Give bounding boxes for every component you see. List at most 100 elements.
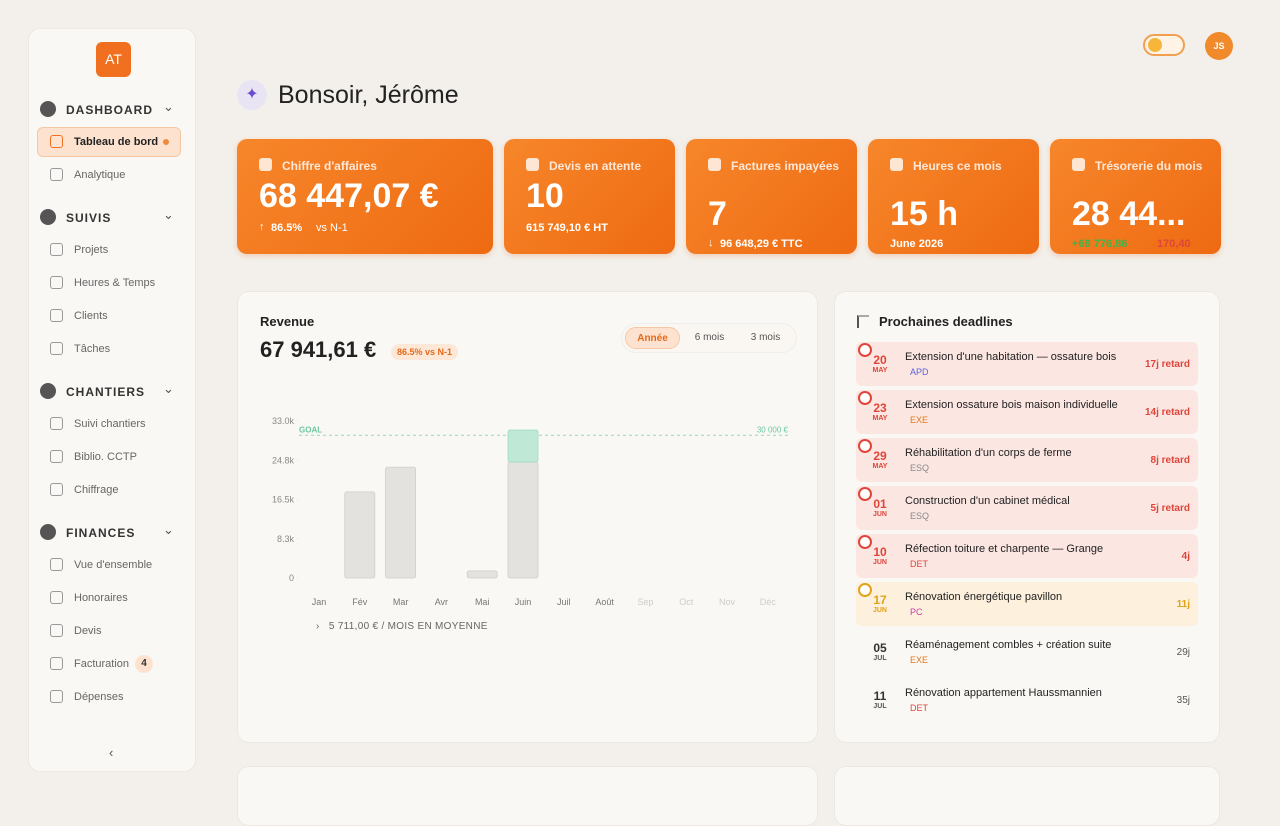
kpi-value: 68 447,07 € xyxy=(259,177,439,215)
section-icon xyxy=(40,524,56,540)
nav-icon xyxy=(50,558,63,571)
section-title[interactable]: CHANTIERS xyxy=(66,385,146,399)
revenue-title: Revenue xyxy=(260,314,315,329)
nav-item[interactable]: Suivi chantiers xyxy=(74,418,146,430)
nav-item[interactable]: Facturation xyxy=(74,658,130,670)
section-title[interactable]: FINANCES xyxy=(66,526,136,540)
section-icon xyxy=(40,209,56,225)
deadline-day: 05 xyxy=(873,641,887,655)
y-tick-label: 0 xyxy=(289,573,294,583)
collapse[interactable]: ‹ xyxy=(109,745,114,760)
deadline-day: 11 xyxy=(873,689,887,703)
nav-icon xyxy=(50,276,63,289)
deadline-delay: 14j retard xyxy=(1144,407,1190,418)
revenue-footer: › 5 711,00 € / MOIS EN MOYENNE xyxy=(316,621,488,632)
kpi-icon xyxy=(708,158,721,171)
nav-icon xyxy=(50,690,63,703)
kpi-icon xyxy=(259,158,272,171)
nav-icon xyxy=(50,342,63,355)
kpi-arrow: ↑ xyxy=(259,221,265,233)
nav-item[interactable]: Clients xyxy=(74,310,108,322)
nav-icon xyxy=(50,624,63,637)
nav-icon xyxy=(50,168,63,181)
deadline-title: Extension d'une habitation — ossature bo… xyxy=(905,351,1117,363)
nav-item[interactable]: Tableau de bord xyxy=(74,136,159,148)
deadline-tag: ESQ xyxy=(910,511,930,521)
theme-toggle[interactable] xyxy=(1143,34,1185,56)
section-toggle[interactable]: ⌄ xyxy=(163,99,174,114)
nav-icon xyxy=(50,657,63,670)
deadline-day: 29 xyxy=(873,449,887,463)
period-tab[interactable]: 3 mois xyxy=(750,332,781,343)
revenue-chart: 0 8.3k 16.5k 24.8k 33.0k GOAL 30 000 € Jan Fév Ma… xyxy=(272,416,790,607)
deadline-tag: PC xyxy=(910,607,923,617)
deadline-title: Réfection toiture et charpente — Grange xyxy=(905,543,1104,555)
period-tab[interactable]: Année xyxy=(625,327,680,349)
nav-item[interactable]: Devis xyxy=(74,625,102,637)
nav-icon xyxy=(50,135,63,148)
avatar[interactable]: JS xyxy=(1205,32,1233,60)
section-icon xyxy=(40,101,56,117)
kpi-sub: +68 776,86 xyxy=(1072,238,1128,250)
greeting-icon: ✦ xyxy=(237,80,267,110)
section-toggle[interactable]: ⌄ xyxy=(163,522,174,537)
period-tab[interactable]: 6 mois xyxy=(694,332,725,343)
y-tick-label: 16.5k xyxy=(272,495,295,505)
deadline-row[interactable]: 05 JUL Réaménagement combles + création su… xyxy=(856,630,1198,674)
nav-active[interactable] xyxy=(37,127,181,157)
bar xyxy=(507,429,539,463)
next-card xyxy=(237,766,818,826)
deadline-row[interactable]: 29 MAY Réhabilitation d'un corps de ferme E… xyxy=(856,438,1198,482)
kpi-title: Trésorerie du mois xyxy=(1095,159,1203,173)
nav-item[interactable]: Heures & Temps xyxy=(74,277,156,289)
alert-icon xyxy=(858,343,872,357)
deadline-delay: 35j xyxy=(1176,695,1190,706)
section-title[interactable]: SUIVIS xyxy=(66,211,112,225)
nav-item[interactable]: Dépenses xyxy=(74,691,124,703)
goal-label: GOAL xyxy=(299,425,322,434)
x-tick-label: Avr xyxy=(435,597,448,607)
nav-icon xyxy=(50,309,63,322)
logo: AT xyxy=(96,42,131,77)
greeting: Bonsoir, Jérôme xyxy=(278,81,459,109)
next-card xyxy=(834,766,1220,826)
nav-item[interactable]: Honoraires xyxy=(74,592,128,604)
deadline-day: 17 xyxy=(873,593,887,607)
nav-icon xyxy=(50,483,63,496)
nav-item[interactable]: Projets xyxy=(74,244,109,256)
deadline-month: JUL xyxy=(873,703,887,710)
nav-item[interactable]: Biblio. CCTP xyxy=(74,451,137,463)
nav-item[interactable]: Analytique xyxy=(74,169,126,181)
deadline-row[interactable]: 10 JUN Réfection toiture et charpente — Gr… xyxy=(856,534,1198,578)
x-tick-label: Nov xyxy=(719,597,736,607)
deadline-tag: EXE xyxy=(910,655,929,665)
nav-icon xyxy=(50,591,63,604)
x-tick-label: Déc xyxy=(760,597,777,607)
nav-item[interactable]: Tâches xyxy=(74,343,111,355)
deadline-day: 23 xyxy=(873,401,887,415)
section-toggle[interactable]: ⌄ xyxy=(163,381,174,396)
x-tick-label: Fév xyxy=(352,597,368,607)
kpi-sub: 615 749,10 € HT xyxy=(526,222,608,234)
deadlines-icon xyxy=(857,315,869,328)
section-title[interactable]: DASHBOARD xyxy=(66,103,153,117)
goal-value: 30 000 € xyxy=(757,425,789,434)
deadline-title: Rénovation appartement Haussmannien xyxy=(905,687,1102,699)
alert-icon xyxy=(858,391,872,405)
deadline-row[interactable]: 17 JUN Rénovation énergétique pavillon PC 11… xyxy=(856,582,1198,626)
nav-item[interactable]: Vue d'ensemble xyxy=(74,559,153,571)
sidebar: AT DASHBOARD ⌄ Tableau de bord Analytique SUI… xyxy=(28,28,196,772)
deadline-row[interactable]: 20 MAY Extension d'une habitation — ossatu… xyxy=(856,342,1198,386)
x-tick-label: Oct xyxy=(679,597,694,607)
nav-icon xyxy=(50,417,63,430)
deadlines-title: Prochaines deadlines xyxy=(879,314,1013,329)
nav-icon xyxy=(50,450,63,463)
bar xyxy=(385,466,416,579)
deadline-row[interactable]: 01 JUN Construction d'un cabinet médical ES… xyxy=(856,486,1198,530)
nav-item[interactable]: Chiffrage xyxy=(74,484,119,496)
kpi-value: 15 h xyxy=(890,195,959,233)
deadline-row[interactable]: 11 JUL Rénovation appartement Haussmannien… xyxy=(856,678,1198,722)
deadline-row[interactable]: 23 MAY Extension ossature bois maison indi… xyxy=(856,390,1198,434)
section-toggle[interactable]: ⌄ xyxy=(163,207,174,222)
deadline-title: Réaménagement combles + création suite xyxy=(905,639,1112,651)
